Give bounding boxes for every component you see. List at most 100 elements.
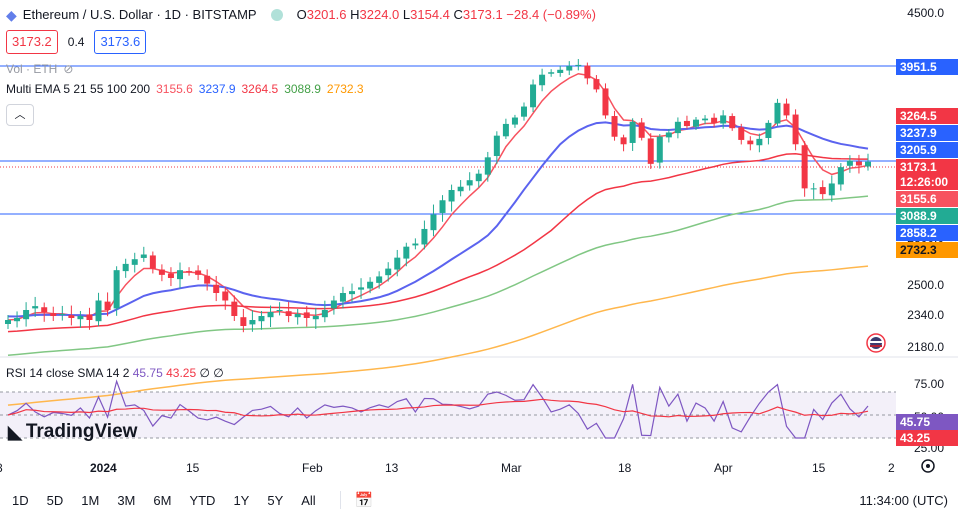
- candle: [511, 117, 518, 125]
- candle: [358, 287, 365, 290]
- candle: [865, 161, 871, 167]
- candle: [702, 118, 709, 121]
- market-status-icon[interactable]: [270, 9, 283, 21]
- candle: [747, 140, 754, 145]
- candle: [68, 315, 75, 318]
- candle: [521, 106, 527, 117]
- rsi-sma-value: 43.25: [166, 366, 197, 380]
- timeframe-all[interactable]: All: [301, 492, 316, 508]
- candle: [249, 320, 256, 325]
- candle: [349, 291, 355, 295]
- candle: [656, 136, 663, 163]
- candle: [77, 316, 84, 320]
- settings-icon[interactable]: [921, 459, 935, 473]
- candle: [95, 300, 102, 322]
- candle: [584, 65, 591, 79]
- candle: [321, 310, 328, 318]
- ema100-value: 3088.9: [284, 82, 321, 96]
- candle: [828, 183, 835, 196]
- time-tick: Apr: [714, 461, 733, 475]
- flag-icon[interactable]: [866, 333, 886, 353]
- eye-slash-icon[interactable]: ⊘: [63, 62, 74, 76]
- timeframe-ytd[interactable]: YTD: [189, 492, 216, 508]
- candle: [312, 316, 319, 320]
- candle: [204, 275, 211, 284]
- price-label-ema200: 2732.3: [896, 242, 958, 258]
- candle: [394, 257, 401, 270]
- candle: [530, 84, 537, 108]
- price-tick: 2340.0: [907, 308, 944, 322]
- candle: [258, 316, 265, 322]
- candle: [620, 137, 627, 145]
- candle: [177, 270, 183, 280]
- candle: [629, 121, 636, 143]
- candle: [50, 313, 57, 316]
- rsi-line: [7, 379, 869, 439]
- candle: [267, 312, 274, 318]
- candle: [213, 284, 220, 293]
- price-label-line: 3951.5: [896, 59, 958, 75]
- candle: [448, 190, 455, 202]
- ema-indicator-label[interactable]: Multi EMA 5 21 55 100 200: [6, 82, 151, 96]
- buy-price-button[interactable]: 3173.6: [94, 30, 147, 54]
- candle: [403, 246, 410, 259]
- ema-21-line: [7, 121, 869, 318]
- candle: [231, 301, 238, 316]
- time-tick: 8: [0, 461, 3, 475]
- candle: [339, 293, 346, 302]
- candle: [837, 167, 844, 185]
- candle: [683, 120, 690, 127]
- candle: [186, 271, 193, 273]
- candle: [149, 255, 156, 269]
- clock[interactable]: 11:34:00 (UTC): [859, 493, 948, 508]
- price-label-line: 3205.9: [896, 142, 958, 158]
- candle: [303, 312, 310, 318]
- candle: [711, 117, 718, 123]
- candle: [439, 200, 446, 213]
- candle: [421, 228, 428, 245]
- candle: [131, 259, 138, 265]
- candle: [430, 214, 437, 231]
- chart-legend: ◆ Ethereum / U.S. Dollar · 1D · BITSTAMP…: [6, 6, 596, 126]
- candle: [765, 122, 772, 139]
- candle: [294, 314, 301, 318]
- calendar-range-icon[interactable]: 📅: [339, 491, 373, 509]
- candle: [548, 72, 555, 74]
- timeframe-3m[interactable]: 3M: [117, 492, 136, 508]
- candle: [158, 269, 165, 275]
- candle: [222, 291, 229, 301]
- candle: [810, 188, 817, 190]
- chevron-up-icon[interactable]: ︿: [6, 104, 34, 126]
- time-tick: 15: [186, 461, 200, 475]
- candle: [457, 186, 464, 192]
- candle: [104, 301, 111, 310]
- price-chart[interactable]: [0, 0, 958, 480]
- rsi-label[interactable]: RSI 14 close SMA 14 2: [6, 366, 130, 380]
- price-label-last: 12:26:00: [896, 174, 958, 190]
- timeframe-5y[interactable]: 5Y: [267, 492, 284, 508]
- timeframe-5d[interactable]: 5D: [46, 492, 64, 508]
- volume-indicator-label[interactable]: Vol · ETH: [6, 62, 58, 76]
- candle: [240, 317, 247, 326]
- timeframe-1m[interactable]: 1M: [81, 492, 100, 508]
- price-label-line: 2858.2: [896, 225, 958, 241]
- timeframe-1y[interactable]: 1Y: [233, 492, 250, 508]
- candle: [846, 160, 853, 166]
- timeframe-6m[interactable]: 6M: [153, 492, 172, 508]
- symbol-title[interactable]: Ethereum / U.S. Dollar · 1D · BITSTAMP: [22, 7, 257, 22]
- candle: [367, 281, 374, 289]
- sell-price-button[interactable]: 3173.2: [6, 30, 58, 54]
- candle: [738, 127, 745, 140]
- candle: [86, 314, 93, 320]
- ema-200-line: [7, 265, 869, 406]
- candle: [638, 122, 645, 138]
- candle: [502, 123, 509, 137]
- tradingview-logo[interactable]: ◣ TradingView: [8, 421, 138, 442]
- timeframe-1d[interactable]: 1D: [12, 492, 29, 508]
- candle: [195, 270, 202, 275]
- candle: [385, 268, 392, 276]
- candle: [774, 102, 781, 124]
- rsi-empty-2: ∅: [213, 366, 224, 380]
- candle: [466, 180, 473, 186]
- candle: [783, 103, 790, 116]
